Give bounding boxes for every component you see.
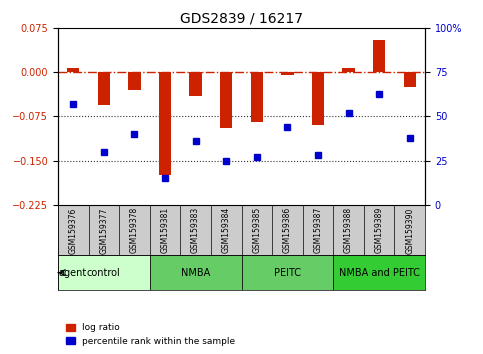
Bar [373, 40, 385, 73]
Text: GSM159376: GSM159376 [69, 207, 78, 253]
Bar [342, 68, 355, 73]
Bar [159, 73, 171, 175]
Bar [98, 73, 110, 105]
Text: GSM159381: GSM159381 [160, 207, 170, 253]
Text: GSM159385: GSM159385 [252, 207, 261, 253]
FancyBboxPatch shape [242, 255, 333, 290]
Text: GSM159378: GSM159378 [130, 207, 139, 253]
Text: GSM159384: GSM159384 [222, 207, 231, 253]
Bar [281, 73, 294, 75]
Text: GSM159387: GSM159387 [313, 207, 323, 253]
Title: GDS2839 / 16217: GDS2839 / 16217 [180, 12, 303, 26]
Text: NMBA and PEITC: NMBA and PEITC [339, 268, 420, 278]
Text: NMBA: NMBA [181, 268, 210, 278]
Text: agent: agent [58, 268, 87, 278]
Bar [128, 73, 141, 90]
Text: GSM159390: GSM159390 [405, 207, 414, 253]
Text: GSM159383: GSM159383 [191, 207, 200, 253]
Text: GSM159377: GSM159377 [99, 207, 108, 253]
FancyBboxPatch shape [150, 255, 242, 290]
Text: PEITC: PEITC [274, 268, 301, 278]
FancyBboxPatch shape [333, 255, 425, 290]
Bar [312, 73, 324, 125]
Bar [220, 73, 232, 128]
Legend: log ratio, percentile rank within the sample: log ratio, percentile rank within the sa… [62, 320, 239, 349]
Bar [404, 73, 416, 87]
Bar [67, 68, 79, 73]
Bar [251, 73, 263, 122]
FancyBboxPatch shape [58, 255, 150, 290]
Bar [189, 73, 202, 96]
Text: GSM159388: GSM159388 [344, 207, 353, 253]
Text: GSM159389: GSM159389 [375, 207, 384, 253]
Text: control: control [87, 268, 121, 278]
Text: GSM159386: GSM159386 [283, 207, 292, 253]
